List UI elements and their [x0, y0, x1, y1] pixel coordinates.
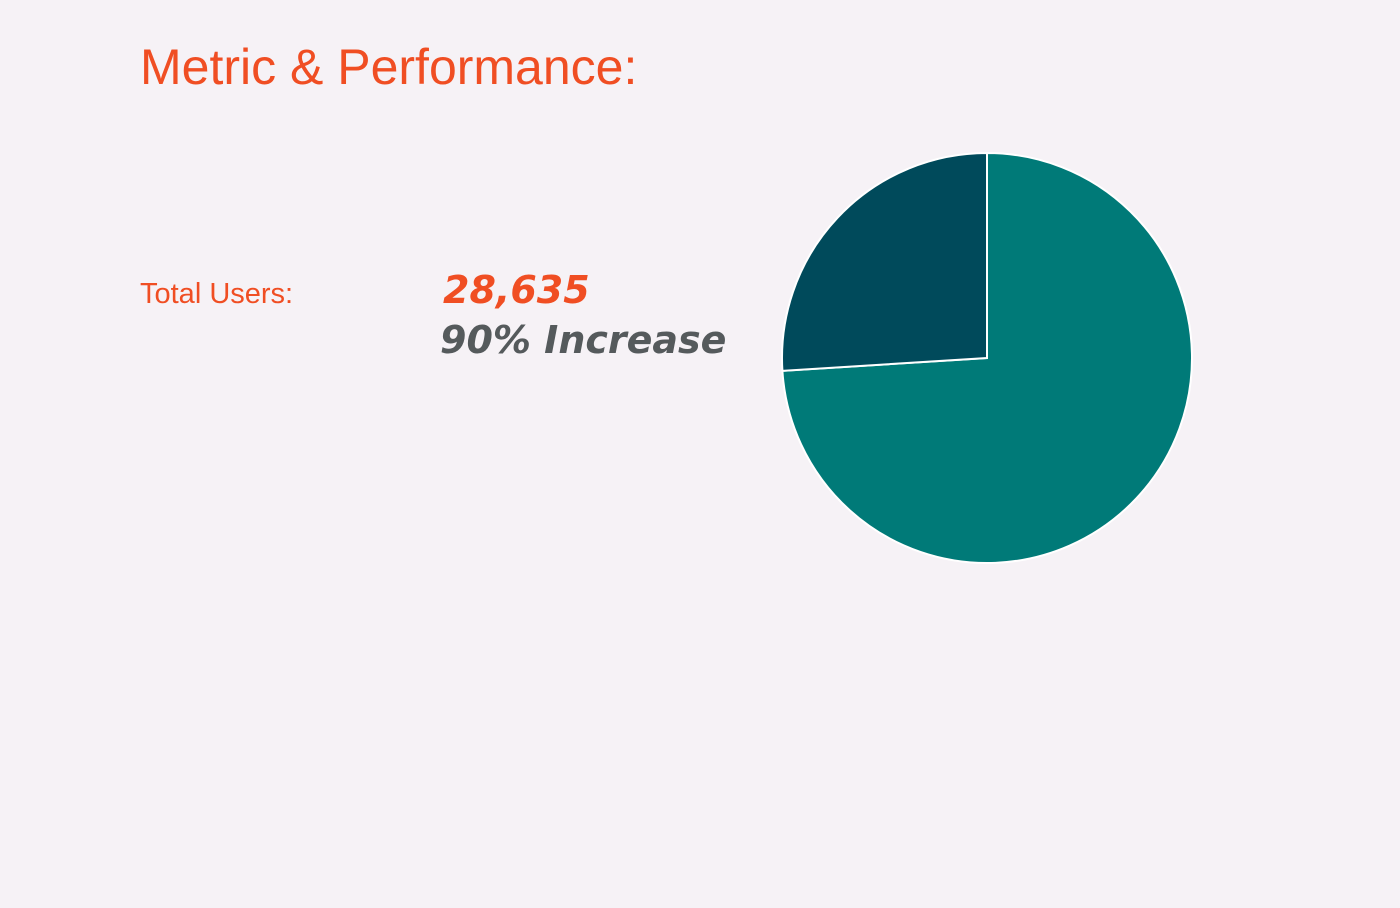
metric-value: 28,635 — [443, 268, 590, 312]
metric-change: 90% Increase — [440, 318, 727, 362]
metric-label: Total Users: — [140, 278, 294, 310]
pie-slice — [781, 151, 988, 372]
page-title: Metric & Performance: — [140, 39, 638, 95]
